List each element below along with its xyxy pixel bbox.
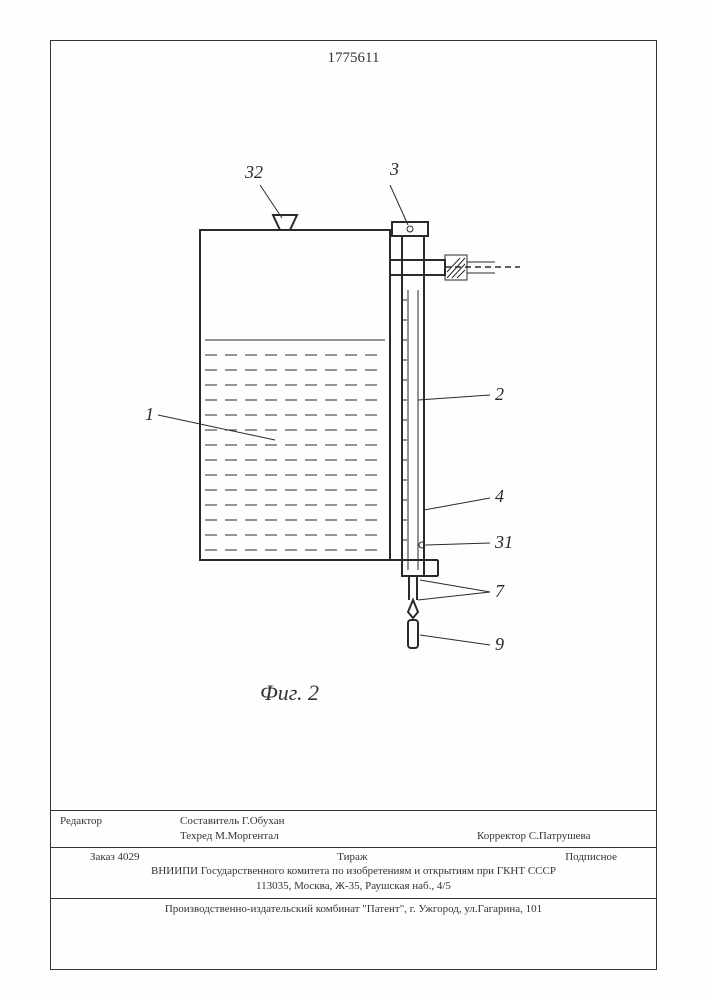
label-1: 1 (145, 404, 154, 424)
printer: Производственно-издательский комбинат "П… (165, 903, 542, 915)
org: ВНИИПИ Государственного комитета по изоб… (60, 864, 647, 879)
label-9: 9 (495, 634, 504, 654)
techred: Техред М.Моргентал (180, 829, 477, 844)
address: 113035, Москва, Ж-35, Раушская наб., 4/5 (60, 879, 647, 894)
footer-printer-row: Производственно-издательский комбинат "П… (50, 899, 657, 920)
footer-credits-row: Редактор Составитель Г.Обухан Техред М.М… (50, 811, 657, 847)
figure-caption: Фиг. 2 (260, 680, 319, 706)
label-7: 7 (495, 581, 505, 601)
podpisnoe: Подписное (565, 850, 617, 865)
label-3: 3 (389, 159, 399, 179)
label-4: 4 (495, 486, 504, 506)
corrector: Корректор С.Патрушева (477, 829, 647, 844)
footer-order-row: Заказ 4029 Тираж Подписное ВНИИПИ Госуда… (50, 848, 657, 899)
label-2: 2 (495, 384, 504, 404)
footer-block: Редактор Составитель Г.Обухан Техред М.М… (50, 810, 657, 920)
label-32: 32 (244, 162, 263, 182)
editor-label: Редактор (60, 814, 180, 844)
label-31: 31 (494, 532, 513, 552)
tirazh: Тираж (337, 850, 367, 865)
zakaz: Заказ 4029 (90, 850, 140, 865)
composer: Составитель Г.Обухан (180, 814, 477, 829)
figure-diagram: 1 2 3 4 7 9 31 32 (50, 100, 657, 700)
patent-number: 1775611 (0, 50, 707, 67)
